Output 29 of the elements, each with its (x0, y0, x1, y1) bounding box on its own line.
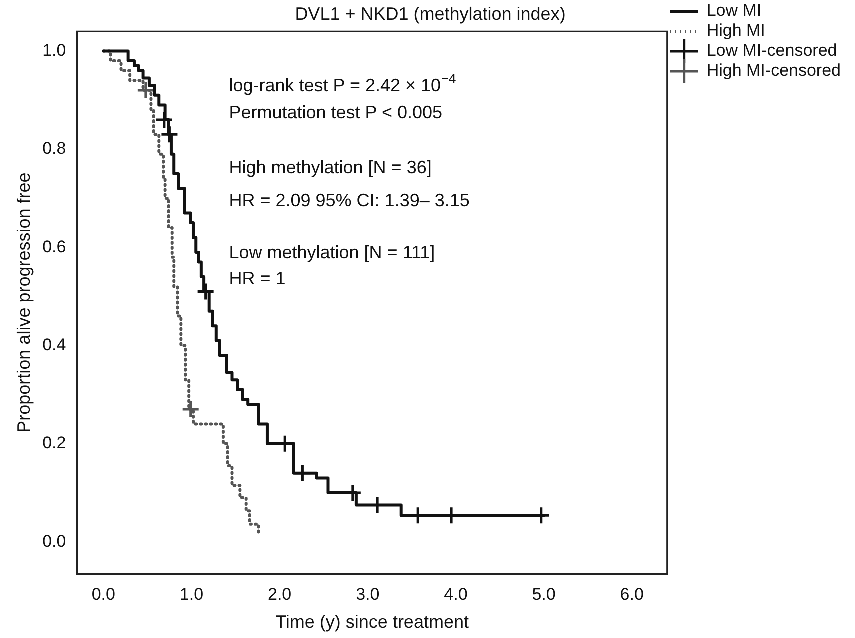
x-tick-label: 1.0 (180, 584, 204, 604)
x-tick-label: 0.0 (92, 584, 116, 604)
x-tick-label: 5.0 (532, 584, 556, 604)
legend-label: High MI-censored (706, 61, 842, 80)
point (182, 400, 200, 419)
legend-label: Low MI-censored (706, 41, 838, 60)
legend-label: Low MI (706, 1, 762, 20)
point (155, 110, 174, 130)
chart-title: DVL1 + NKD1 (methylation index) (295, 4, 566, 24)
x-tick-label: 2.0 (268, 584, 292, 604)
point (160, 125, 179, 144)
x-tick-label: 3.0 (356, 584, 380, 604)
annotation: Low methylation [N = 111] (229, 242, 436, 263)
y-tick-label: 0.4 (42, 335, 66, 354)
point (196, 282, 216, 302)
y-tick-label: 0.0 (42, 532, 66, 551)
x-tick-label: 6.0 (620, 584, 644, 604)
x-tick-label: 4.0 (444, 584, 468, 604)
legend-label: High MI (706, 21, 766, 40)
x-axis-title: Time (y) since treatment (276, 612, 469, 632)
y-tick-label: 0.8 (42, 139, 66, 158)
annotation: HR = 2.09 95% CI: 1.39– 3.15 (229, 190, 470, 211)
y-tick-label: 0.2 (42, 434, 66, 453)
y-tick-label: 1.0 (42, 40, 66, 60)
y-axis-title: Proportion alive progression free (14, 172, 34, 433)
y-tick-label: 0.6 (42, 237, 66, 256)
annotation: HR = 1 (229, 268, 286, 289)
annotation: Permutation test P < 0.005 (229, 102, 443, 123)
annotation: High methylation [N = 36] (229, 158, 432, 178)
